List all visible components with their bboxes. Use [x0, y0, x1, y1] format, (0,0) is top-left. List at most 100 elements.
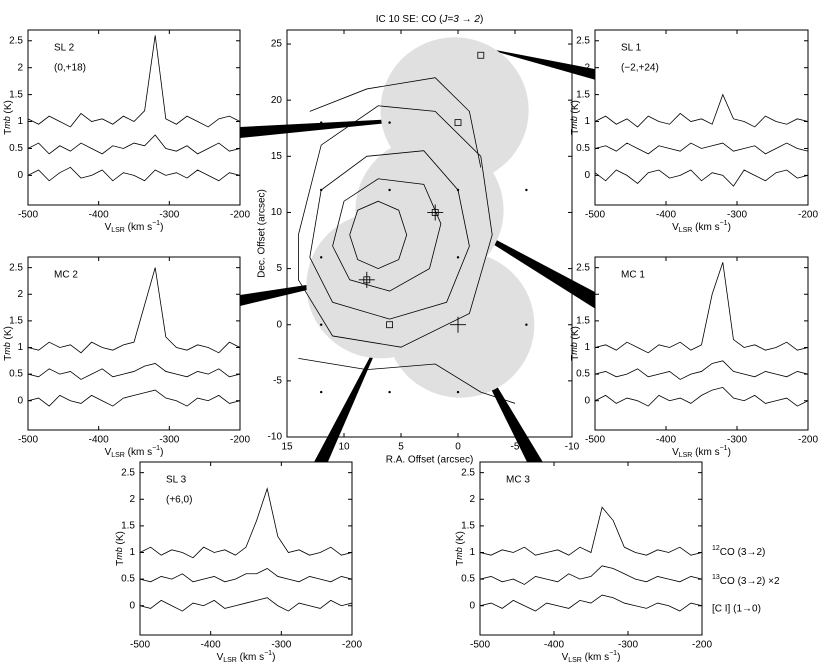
grid-point	[388, 390, 391, 394]
label-part: −1	[609, 650, 617, 657]
y-tick-label: 0	[584, 170, 590, 181]
label-part: )	[160, 222, 163, 233]
contour-line	[309, 150, 470, 320]
spectrum-line	[27, 35, 241, 128]
legend-isotope: 12	[712, 545, 720, 552]
label-part: −1	[152, 220, 160, 227]
label-part: V	[562, 652, 569, 663]
spectrum-line	[594, 142, 809, 155]
y-tick-label: 1.5	[576, 89, 590, 100]
grid-point	[320, 188, 323, 192]
x-tick-label: 10	[338, 442, 350, 453]
y-tick-label: 20	[271, 95, 283, 106]
label-part: (K)	[3, 326, 14, 342]
spectrum-line	[27, 363, 241, 380]
axis-label: Tmb (K)	[2, 326, 13, 361]
y-tick-label: 2.5	[576, 35, 590, 46]
panel-label: SL 2	[54, 43, 75, 54]
spectrum-line	[139, 567, 353, 583]
axis-label: VLSR (km s−1)	[672, 445, 731, 459]
x-tick-label: -300	[727, 210, 747, 221]
contour-line	[309, 77, 482, 168]
plot-frame	[286, 29, 573, 438]
label-part: )	[728, 222, 731, 233]
label-part: IC 10 SE: CO (	[376, 14, 443, 25]
axis-label: Tmb (K)	[569, 326, 580, 361]
y-axis-label: Dec. Offset (arcsec)	[257, 189, 268, 278]
spectrum-line	[27, 134, 241, 155]
panel-label: MC 1	[621, 270, 645, 281]
grid-point	[456, 188, 460, 192]
panel-label: SL 3	[166, 475, 187, 486]
spectrum-line	[139, 487, 353, 559]
x-tick-label: -400	[544, 640, 564, 651]
label-part: LSR	[679, 452, 693, 459]
label-part: V	[105, 447, 112, 458]
x-tick-label: -500	[18, 435, 38, 446]
x-tick-label: 0	[455, 442, 461, 453]
label-part: )	[617, 652, 620, 663]
x-tick-label: -400	[201, 640, 221, 651]
label-part: (km s	[692, 222, 719, 233]
label-part: (K)	[570, 326, 581, 342]
y-tick-label: 2	[17, 289, 23, 300]
axis-label: Tmb (K)	[2, 100, 13, 135]
y-tick-label: 0	[129, 600, 135, 611]
label-part: T	[3, 355, 14, 361]
x-tick-label: -500	[585, 435, 605, 446]
y-tick-label: 2	[584, 62, 590, 73]
x-tick-label: -500	[585, 210, 605, 221]
axis-label: Tmb (K)	[114, 531, 125, 566]
contour-line	[298, 358, 516, 404]
label-part: LSR	[679, 227, 693, 234]
grid-point	[525, 188, 528, 192]
y-tick-label: 2.5	[9, 35, 23, 46]
y-tick-label: 1.5	[576, 316, 590, 327]
plot-background	[27, 29, 241, 206]
label-part: T	[570, 129, 581, 135]
x-tick-label: -200	[798, 435, 818, 446]
y-tick-label: 1.5	[9, 316, 23, 327]
grid-point	[388, 121, 391, 124]
wedge	[313, 323, 388, 464]
x-tick-label: -500	[470, 640, 490, 651]
axis-label: VLSR (km s−1)	[105, 220, 164, 234]
grid-point	[320, 323, 323, 326]
spectrum-line	[594, 262, 809, 354]
y-tick-label: 2.5	[461, 467, 475, 478]
position-square	[454, 119, 462, 127]
x-tick-label: -400	[89, 435, 109, 446]
label-part: )	[480, 14, 483, 25]
label-part: )	[160, 447, 163, 458]
y-tick-label: 1	[584, 342, 590, 353]
x-tick-label: -300	[727, 435, 747, 446]
y-tick-label: 0.5	[9, 143, 23, 154]
grid-point	[320, 121, 323, 124]
label-part: V	[672, 222, 679, 233]
y-tick-label: 2.5	[576, 262, 590, 273]
y-tick-label: -5	[273, 376, 282, 387]
legend-species: CO (3→2)	[720, 547, 766, 558]
y-tick-label: 1.5	[121, 521, 135, 532]
spectrum-line	[594, 360, 809, 380]
y-tick-label: -10	[268, 432, 283, 443]
panel-label: MC 3	[506, 475, 530, 486]
grid-point	[320, 256, 323, 259]
label-part: −1	[720, 220, 728, 227]
label-part: )	[728, 447, 731, 458]
x-tick-label: -300	[159, 435, 179, 446]
axis-label: VLSR (km s−1)	[217, 650, 276, 664]
x-tick-label: -400	[656, 435, 676, 446]
grid-point	[456, 256, 460, 259]
y-tick-label: 1.5	[461, 521, 475, 532]
y-tick-label: 5	[276, 263, 282, 274]
label-part: mb	[569, 342, 579, 355]
legend-label: [C I] (1→0)	[712, 604, 761, 615]
legend-isotope: 13	[712, 574, 720, 581]
spectrum-line	[479, 565, 703, 585]
label-part: −1	[264, 650, 272, 657]
y-tick-label: 0	[584, 395, 590, 406]
x-tick-label: -300	[159, 210, 179, 221]
axis-label: VLSR (km s−1)	[672, 220, 731, 234]
